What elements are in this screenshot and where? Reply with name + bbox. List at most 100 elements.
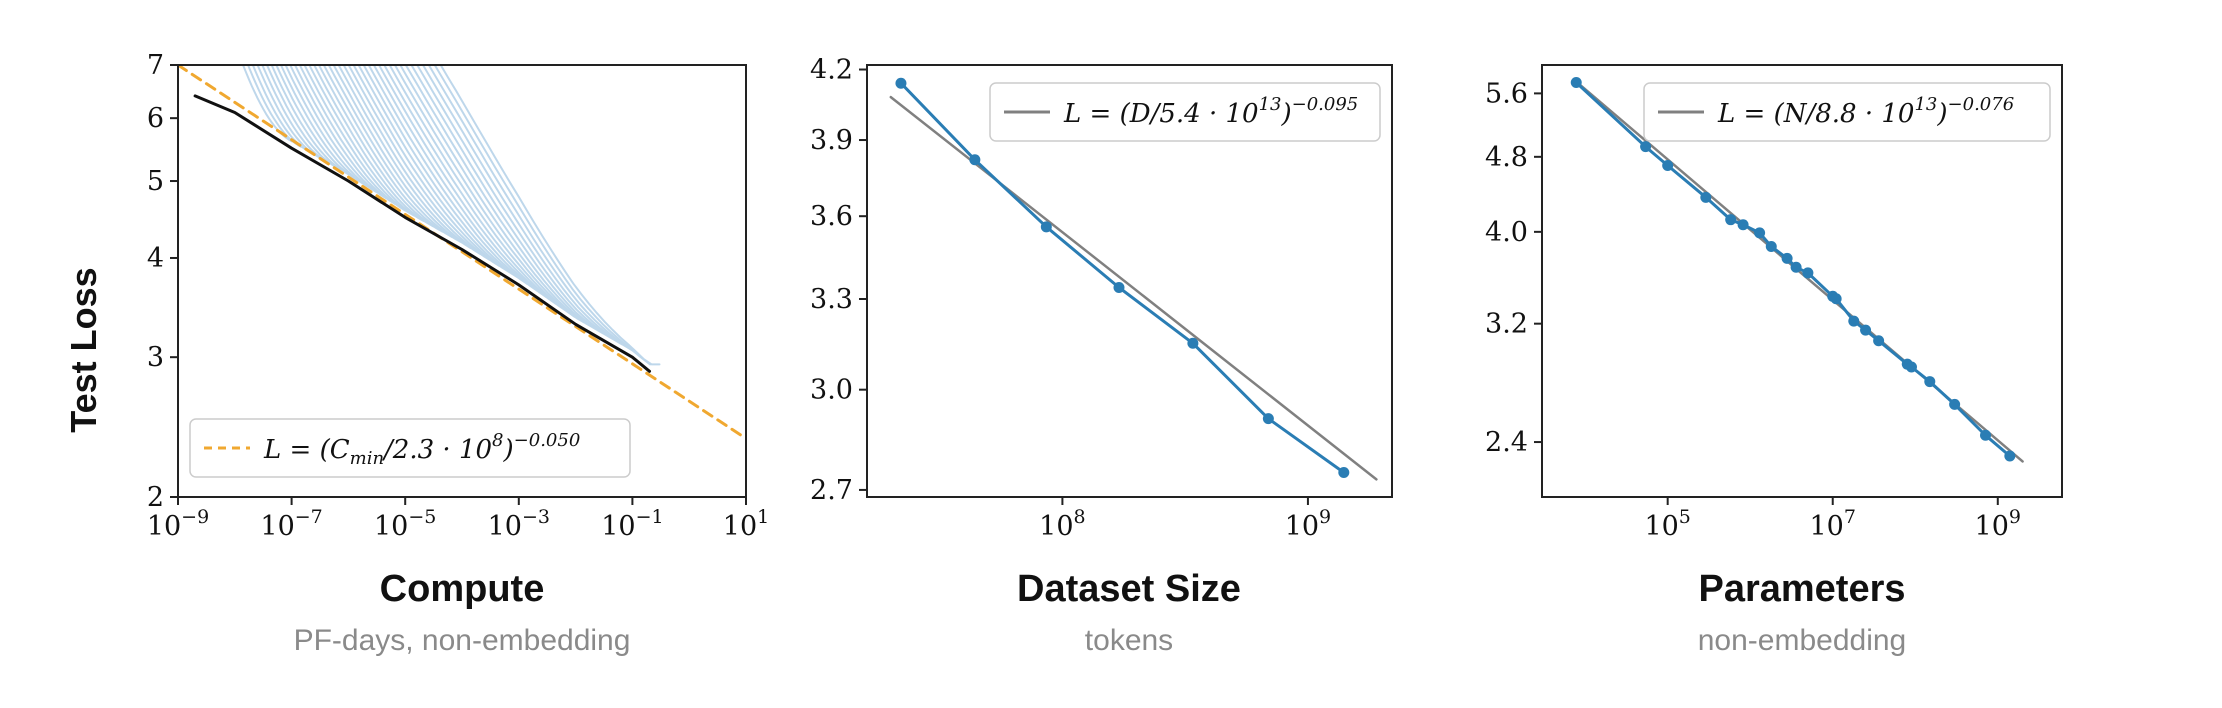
data-point — [1830, 293, 1842, 305]
training-curve — [284, 65, 378, 194]
data-point — [895, 77, 907, 89]
data-point — [1737, 219, 1749, 231]
x-tick-label: 10−5 — [374, 506, 436, 542]
data-point — [1662, 159, 1674, 171]
data-point — [1570, 77, 1582, 89]
training-curve — [270, 65, 350, 176]
compute-frontier-line — [193, 94, 651, 373]
training-curve — [433, 65, 652, 366]
legend-box — [989, 82, 1381, 142]
plot-area — [889, 77, 1378, 481]
y-tick-label: 2.4 — [1485, 427, 1528, 458]
training-curve — [439, 65, 661, 366]
data-point — [1765, 241, 1777, 253]
data-point — [1338, 466, 1350, 478]
training-curve — [383, 65, 567, 312]
y-tick-label: 3.0 — [810, 375, 853, 406]
training-curve — [327, 65, 463, 244]
data-point — [1781, 252, 1793, 264]
compute-panel: 2 3 4 5 6 7 10−9 10−7 10−5 10−3 10−1 101 L = (Cmin/2… — [147, 50, 769, 542]
training-curve — [393, 65, 585, 324]
training-curve — [372, 65, 548, 299]
parameters-subtitle: non-embedding — [1698, 624, 1907, 657]
compute-subtitle: PF-days, non-embedding — [294, 624, 631, 657]
data-point — [1848, 315, 1860, 327]
y-tick-label: 3.3 — [810, 284, 853, 315]
x-tick-label: 101 — [723, 506, 769, 542]
training-curve — [242, 65, 293, 143]
training-curves — [242, 65, 661, 366]
y-tick-label: 3.9 — [810, 125, 853, 156]
training-curve — [410, 65, 614, 340]
training-curve — [293, 65, 397, 206]
data-point — [1873, 335, 1885, 347]
training-curve — [256, 65, 321, 159]
data-point — [1980, 429, 1992, 441]
data-point — [1187, 337, 1199, 349]
legend-label: L = (D/5.4 · 1013)−0.095 — [1063, 94, 1358, 129]
y-tick-label: 4.0 — [1485, 217, 1528, 248]
data-point — [1905, 361, 1917, 373]
training-curve — [357, 65, 519, 279]
data-point — [1040, 221, 1052, 233]
training-curve — [337, 65, 482, 255]
training-curve — [289, 65, 387, 200]
y-tick-label: 4 — [147, 243, 164, 274]
training-curve — [421, 65, 633, 351]
data-point — [2004, 450, 2016, 462]
plot-area — [1570, 77, 2024, 463]
training-curve — [322, 65, 453, 238]
x-tick-label: 109 — [1975, 506, 2021, 542]
plot-frame — [177, 64, 747, 498]
data-point — [1113, 282, 1125, 294]
parameters-panel: 2.4 3.2 4.0 4.8 5.6 105 107 109 L = (N/8.8 · 101… — [1485, 64, 2063, 542]
training-curve — [313, 65, 435, 228]
training-curve — [251, 65, 312, 154]
training-curve — [317, 65, 444, 233]
y-tick-label: 7 — [147, 50, 164, 81]
y-tick-label: 4.2 — [810, 55, 853, 86]
data-point — [1262, 413, 1274, 425]
legend-box — [189, 418, 631, 478]
dataset-size-panel: 2.7 3.0 3.3 3.6 3.9 4.2 108 109 L = (D/5.4 · 101… — [810, 55, 1393, 542]
training-curve — [388, 65, 576, 318]
dataset-size-subtitle: tokens — [1085, 624, 1173, 657]
plot-frame — [1541, 64, 2063, 498]
y-tick-label: 3.2 — [1485, 309, 1528, 340]
legend-label: L = (Cmin/2.3 · 108)−0.050 — [263, 430, 580, 469]
training-curve — [261, 65, 331, 165]
y-axis-label: Test Loss — [63, 267, 104, 432]
x-tick-label: 109 — [1285, 506, 1331, 542]
training-curve — [347, 65, 501, 267]
x-tick-label: 10−7 — [260, 506, 322, 542]
training-curve — [265, 65, 340, 170]
y-tick-label: 2.7 — [810, 475, 853, 506]
y-tick-label: 3 — [147, 342, 164, 373]
fit-line — [178, 65, 746, 440]
legend-label: L = (N/8.8 · 1013)−0.076 — [1717, 94, 2014, 129]
training-curve — [275, 65, 359, 182]
training-curve — [298, 65, 406, 212]
parameters-title: Parameters — [1698, 568, 1905, 610]
x-tick-label: 105 — [1644, 506, 1690, 542]
x-tick-label: 108 — [1039, 506, 1085, 542]
training-curve — [303, 65, 416, 217]
dataset-size-title: Dataset Size — [1017, 568, 1241, 610]
training-curve — [416, 65, 623, 346]
data-point — [1700, 191, 1712, 203]
training-curve — [247, 65, 302, 148]
y-tick-label: 5.6 — [1485, 78, 1528, 109]
legend-box — [1643, 82, 2051, 142]
y-tick-label: 6 — [147, 103, 164, 134]
data-point — [969, 154, 981, 166]
data-point — [1924, 376, 1936, 388]
data-point — [1725, 214, 1737, 226]
training-curve — [362, 65, 529, 285]
x-tick-label: 10−1 — [601, 506, 663, 542]
compute-title: Compute — [380, 568, 545, 610]
data-line — [1574, 81, 2012, 458]
plot-area — [178, 65, 746, 440]
x-tick-label: 107 — [1810, 506, 1856, 542]
training-curve — [399, 65, 595, 329]
